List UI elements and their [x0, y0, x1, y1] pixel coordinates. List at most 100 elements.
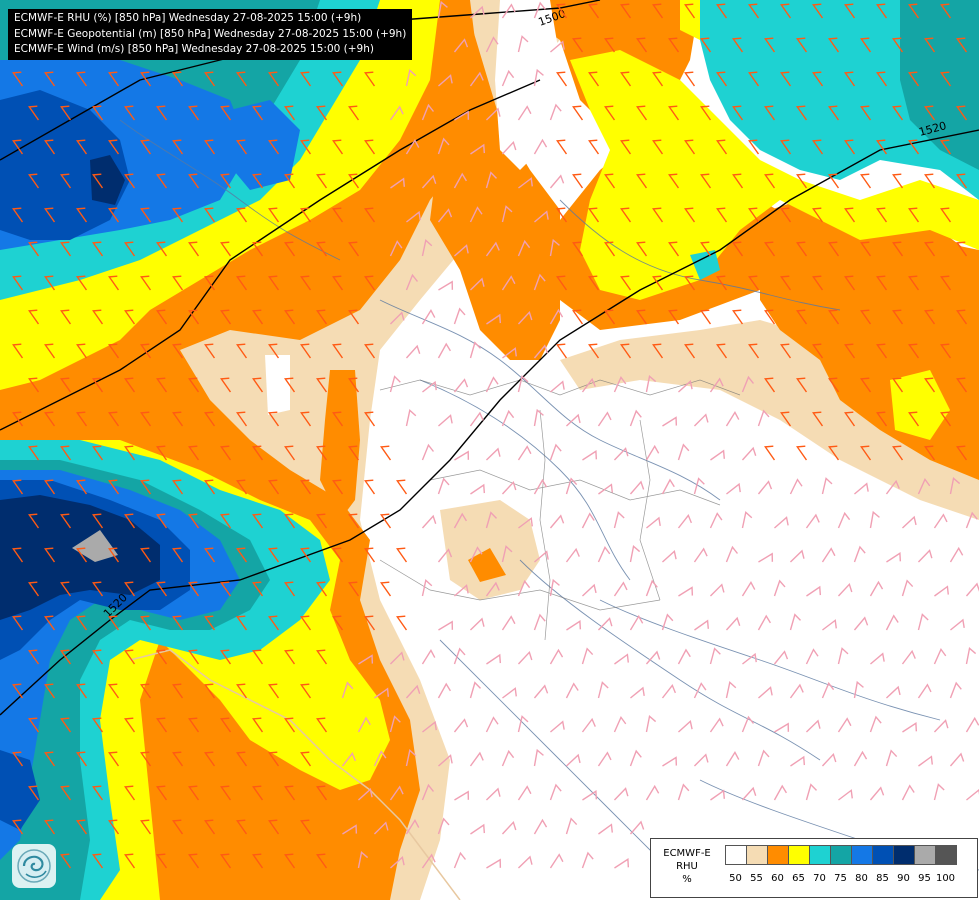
wind-barb	[860, 105, 872, 121]
wind-barb	[572, 105, 584, 121]
wind-barb	[389, 375, 401, 393]
wind-barb	[805, 783, 818, 801]
wind-barb	[501, 69, 515, 87]
wind-barb	[364, 139, 376, 155]
wind-barb	[396, 547, 408, 563]
wind-barb	[572, 241, 584, 257]
wind-barb	[661, 684, 677, 699]
wind-barb	[60, 309, 72, 325]
wind-barb	[940, 3, 952, 19]
wind-barb	[613, 511, 625, 529]
wind-barb	[108, 819, 120, 835]
wind-barb	[453, 647, 466, 665]
wind-barb	[188, 105, 200, 121]
wind-barb	[316, 717, 328, 733]
wind-barb	[332, 139, 344, 155]
wind-barb	[124, 173, 136, 189]
wind-barb	[341, 752, 357, 767]
legend-tick-60: 60	[771, 873, 784, 884]
wind-barb	[389, 715, 401, 733]
wind-barb	[76, 547, 88, 563]
wind-barb	[204, 71, 216, 87]
wind-barb	[188, 513, 200, 529]
wind-barb	[517, 650, 533, 665]
wind-barb	[956, 37, 968, 53]
wind-barb	[620, 275, 632, 291]
wind-barb	[438, 620, 454, 631]
wind-barb	[876, 3, 888, 19]
wind-barb	[518, 177, 533, 189]
wind-barb	[741, 511, 753, 529]
wind-barb	[892, 377, 904, 393]
wind-barb	[501, 545, 513, 563]
wind-barb	[869, 715, 882, 733]
wind-barb	[284, 785, 296, 801]
wind-barb	[869, 510, 880, 529]
wind-barb	[140, 683, 152, 699]
wind-barb	[677, 783, 690, 801]
rhu-60-zone-small	[468, 548, 506, 582]
wind-barb	[860, 445, 872, 461]
wind-barb	[172, 479, 184, 495]
wind-barb	[796, 309, 808, 325]
wind-barb	[892, 309, 904, 325]
wind-barb	[629, 820, 645, 835]
wind-barb	[629, 749, 642, 767]
wind-barb	[453, 851, 467, 869]
wind-barb	[405, 409, 417, 427]
wind-barb	[140, 751, 152, 767]
wind-barb	[629, 409, 642, 427]
wind-barb	[406, 210, 421, 223]
wind-barb	[60, 853, 72, 869]
wind-barb	[140, 275, 152, 291]
wind-barb	[332, 479, 344, 495]
wind-barb	[533, 273, 546, 291]
wind-barb	[806, 585, 822, 597]
wind-barb	[844, 71, 856, 87]
wind-barb	[438, 74, 453, 87]
wind-barb	[908, 71, 920, 87]
wind-barb	[534, 210, 549, 223]
wind-barb	[549, 648, 564, 665]
wind-barb	[556, 3, 568, 19]
wind-barb	[12, 615, 24, 631]
wind-barb	[837, 582, 853, 597]
wind-barb	[757, 749, 770, 767]
wind-barb	[550, 720, 565, 733]
legend-swatch-90	[893, 845, 915, 865]
wind-barb	[364, 479, 376, 495]
wind-barb	[437, 137, 450, 155]
wind-barb	[236, 207, 248, 223]
wind-barb	[828, 309, 840, 325]
wind-barb	[613, 375, 627, 393]
wind-barb	[885, 479, 900, 495]
wind-barb	[437, 477, 450, 495]
legend-swatch-60	[767, 845, 789, 865]
wind-barb	[252, 513, 264, 529]
wind-barb	[92, 513, 104, 529]
wind-barb	[252, 649, 264, 665]
wind-barb	[597, 545, 611, 563]
wind-barb	[469, 277, 485, 291]
wind-barb	[940, 343, 952, 359]
wind-barb	[741, 786, 757, 801]
legend-swatch-80	[851, 845, 873, 865]
wind-barb	[844, 3, 856, 19]
wind-barb	[764, 309, 776, 325]
wind-barb	[517, 579, 531, 597]
wind-barb	[885, 685, 901, 699]
wind-barb	[453, 718, 469, 733]
wind-barb	[549, 578, 560, 597]
wind-barb	[710, 449, 726, 461]
wind-barb	[421, 649, 436, 665]
wind-barb	[965, 511, 978, 529]
wind-barb	[44, 683, 56, 699]
legend-tick-65: 65	[792, 873, 805, 884]
wind-barb	[645, 714, 657, 733]
wind-barb	[389, 785, 404, 801]
wind-barb	[124, 853, 136, 869]
wind-barb	[949, 546, 964, 563]
wind-barb	[860, 377, 872, 393]
wind-barb	[812, 71, 824, 87]
wind-barb	[838, 789, 853, 801]
